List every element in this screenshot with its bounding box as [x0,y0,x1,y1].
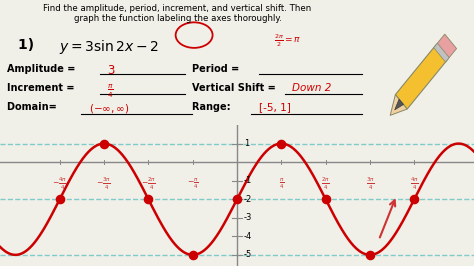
Point [366,253,374,257]
Point [233,197,241,201]
Polygon shape [390,95,407,115]
Point [277,142,285,146]
Text: $\frac{2\pi}{2}=\pi$: $\frac{2\pi}{2}=\pi$ [273,32,301,48]
FancyBboxPatch shape [395,45,448,109]
Point [100,142,108,146]
Text: Domain=: Domain= [8,102,61,112]
Point [322,197,329,201]
Text: 3: 3 [107,64,115,77]
Text: 1: 1 [244,139,249,148]
Text: 1): 1) [18,38,39,52]
Text: $\frac{4\pi}{4}$: $\frac{4\pi}{4}$ [410,176,419,192]
Text: $(-\infty,\infty)$: $(-\infty,\infty)$ [89,102,129,115]
Text: Increment =: Increment = [8,83,78,93]
Text: -5: -5 [244,250,252,259]
Point [189,253,197,257]
Point [410,197,418,201]
Text: $-\frac{4\pi}{4}$: $-\frac{4\pi}{4}$ [52,176,67,192]
Text: Find the amplitude, period, increment, and vertical shift. Then
graph the functi: Find the amplitude, period, increment, a… [43,4,311,23]
Point [56,197,64,201]
Text: Range:: Range: [192,102,234,112]
Point [145,197,152,201]
Text: Vertical Shift =: Vertical Shift = [192,83,279,93]
Text: Down 2: Down 2 [292,83,331,93]
Text: -4: -4 [244,232,252,241]
Text: $-\frac{3\pi}{4}$: $-\frac{3\pi}{4}$ [97,176,111,192]
Text: $\frac{3\pi}{4}$: $\frac{3\pi}{4}$ [365,176,374,192]
Text: $\frac{2\pi}{4}$: $\frac{2\pi}{4}$ [321,176,330,192]
Text: -1: -1 [244,176,252,185]
FancyBboxPatch shape [436,34,456,59]
Text: $y = 3\sin 2x-2$: $y = 3\sin 2x-2$ [59,38,159,56]
Text: Amplitude =: Amplitude = [8,64,79,74]
Polygon shape [395,99,403,110]
Text: $-\frac{\pi}{4}$: $-\frac{\pi}{4}$ [187,176,199,191]
FancyBboxPatch shape [434,43,449,62]
Text: $-\frac{2\pi}{4}$: $-\frac{2\pi}{4}$ [141,176,156,192]
Text: [-5, 1]: [-5, 1] [259,102,291,112]
Text: Period =: Period = [192,64,243,74]
Text: -3: -3 [244,213,252,222]
Text: $\frac{\pi}{4}$: $\frac{\pi}{4}$ [279,176,284,191]
Text: -2: -2 [244,195,252,204]
Text: $\frac{\pi}{4}$: $\frac{\pi}{4}$ [107,83,114,100]
